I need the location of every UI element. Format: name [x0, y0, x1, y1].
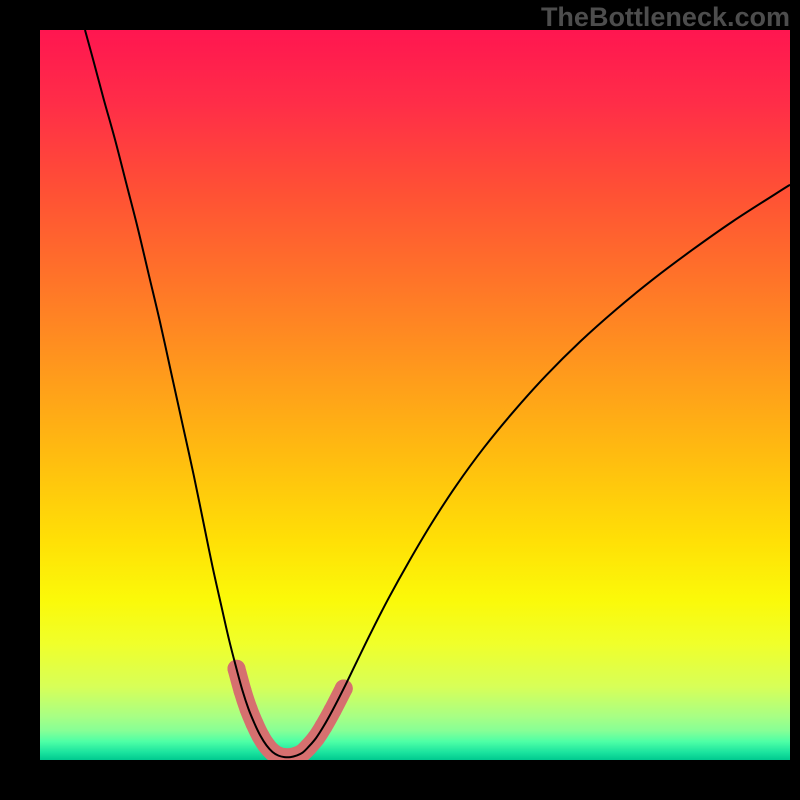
bottleneck-curve [85, 30, 790, 757]
watermark-text: TheBottleneck.com [541, 2, 790, 33]
plot-area [40, 30, 790, 760]
bottleneck-curve-chart [40, 30, 790, 760]
